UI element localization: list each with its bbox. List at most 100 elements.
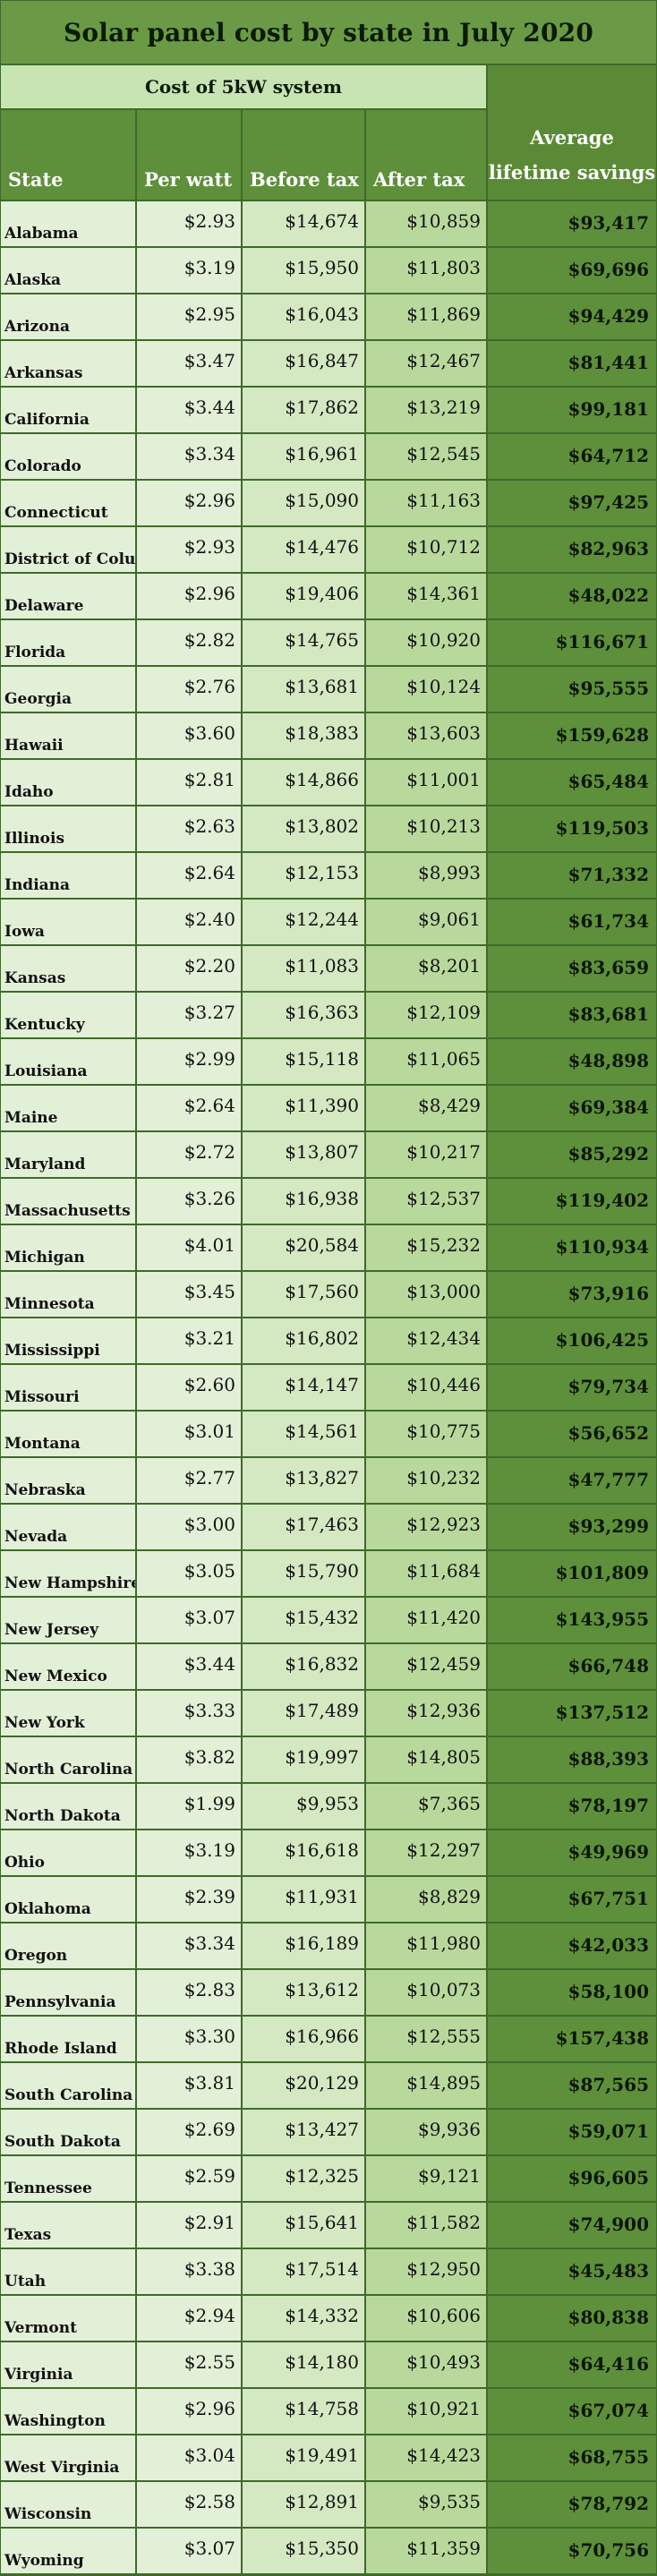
before-tax-cell: $20,584: [243, 1225, 366, 1272]
per-watt-cell: $2.72: [137, 1132, 243, 1179]
per-watt-cell: $2.59: [137, 2156, 243, 2203]
savings-cell: $78,792: [488, 2482, 656, 2529]
savings-cell: $101,809: [488, 1551, 656, 1598]
savings-cell: $99,181: [488, 388, 656, 434]
before-tax-cell: $17,514: [243, 2249, 366, 2296]
state-cell: Michigan: [1, 1225, 137, 1272]
before-tax-cell: $19,491: [243, 2435, 366, 2482]
per-watt-cell: $2.99: [137, 1039, 243, 1086]
after-tax-cell: $10,493: [366, 2342, 488, 2389]
cost-group-header: Cost of 5kW system: [1, 65, 488, 110]
state-cell: Rhode Island: [1, 2017, 137, 2063]
column-header-after-tax: After tax: [366, 110, 488, 201]
before-tax-cell: $11,390: [243, 1086, 366, 1132]
before-tax-cell: $13,802: [243, 806, 366, 853]
per-watt-cell: $3.26: [137, 1179, 243, 1225]
state-cell: Kansas: [1, 946, 137, 993]
state-cell: Montana: [1, 1412, 137, 1458]
column-header-savings: Average lifetime savings: [488, 65, 656, 201]
savings-cell: $58,100: [488, 1970, 656, 2017]
after-tax-cell: $14,895: [366, 2063, 488, 2110]
table-row: New Hampshire $3.05 $15,790 $11,684 $101,809: [1, 1551, 656, 1598]
after-tax-cell: $12,950: [366, 2249, 488, 2296]
table-row: North Carolina $3.82 $19,997 $14,805 $88,393: [1, 1737, 656, 1784]
table-row: New York $3.33 $17,489 $12,936 $137,512: [1, 1691, 656, 1737]
table-row: Maine $2.64 $11,390 $8,429 $69,384: [1, 1086, 656, 1132]
per-watt-cell: $2.94: [137, 2296, 243, 2342]
table-row: Texas $2.91 $15,641 $11,582 $74,900: [1, 2203, 656, 2249]
after-tax-cell: $12,297: [366, 1830, 488, 1877]
per-watt-cell: $2.93: [137, 201, 243, 248]
before-tax-cell: $16,966: [243, 2017, 366, 2063]
state-cell: Illinois: [1, 806, 137, 853]
savings-cell: $87,565: [488, 2063, 656, 2110]
table-row: Louisiana $2.99 $15,118 $11,065 $48,898: [1, 1039, 656, 1086]
table-row: West Virginia $3.04 $19,491 $14,423 $68,755: [1, 2435, 656, 2482]
after-tax-cell: $9,121: [366, 2156, 488, 2203]
per-watt-cell: $3.01: [137, 1412, 243, 1458]
savings-cell: $95,555: [488, 667, 656, 713]
table-row: Kansas $2.20 $11,083 $8,201 $83,659: [1, 946, 656, 993]
state-cell: Georgia: [1, 667, 137, 713]
table-row: Connecticut $2.96 $15,090 $11,163 $97,425: [1, 481, 656, 527]
before-tax-cell: $12,153: [243, 853, 366, 900]
per-watt-cell: $2.82: [137, 620, 243, 667]
table-row: Missouri $2.60 $14,147 $10,446 $79,734: [1, 1365, 656, 1412]
state-cell: Delaware: [1, 574, 137, 620]
per-watt-cell: $2.76: [137, 667, 243, 713]
per-watt-cell: $3.47: [137, 341, 243, 388]
table-row: Oklahoma $2.39 $11,931 $8,829 $67,751: [1, 1877, 656, 1923]
table-row: South Dakota $2.69 $13,427 $9,936 $59,071: [1, 2110, 656, 2156]
per-watt-cell: $3.34: [137, 1923, 243, 1970]
state-cell: Louisiana: [1, 1039, 137, 1086]
state-cell: Maine: [1, 1086, 137, 1132]
after-tax-cell: $12,537: [366, 1179, 488, 1225]
per-watt-cell: $2.58: [137, 2482, 243, 2529]
state-cell: Nebraska: [1, 1458, 137, 1505]
after-tax-cell: $10,775: [366, 1412, 488, 1458]
state-cell: Washington: [1, 2389, 137, 2435]
savings-cell: $110,934: [488, 1225, 656, 1272]
before-tax-cell: $14,332: [243, 2296, 366, 2342]
savings-cell: $56,652: [488, 1412, 656, 1458]
after-tax-cell: $12,545: [366, 434, 488, 481]
before-tax-cell: $15,432: [243, 1598, 366, 1644]
after-tax-cell: $13,219: [366, 388, 488, 434]
state-cell: Ohio: [1, 1830, 137, 1877]
table-row: Colorado $3.34 $16,961 $12,545 $64,712: [1, 434, 656, 481]
per-watt-cell: $3.82: [137, 1737, 243, 1784]
table-row: Ohio $3.19 $16,618 $12,297 $49,969: [1, 1830, 656, 1877]
table-row: South Carolina $3.81 $20,129 $14,895 $87,565: [1, 2063, 656, 2110]
state-cell: Oklahoma: [1, 1877, 137, 1923]
before-tax-cell: $20,129: [243, 2063, 366, 2110]
table-row: Indiana $2.64 $12,153 $8,993 $71,332: [1, 853, 656, 900]
after-tax-cell: $7,365: [366, 1784, 488, 1830]
per-watt-cell: $2.40: [137, 900, 243, 946]
savings-cell: $48,022: [488, 574, 656, 620]
state-cell: Arizona: [1, 294, 137, 341]
after-tax-cell: $8,429: [366, 1086, 488, 1132]
before-tax-cell: $17,463: [243, 1505, 366, 1551]
per-watt-cell: $3.00: [137, 1505, 243, 1551]
table-row: Arizona $2.95 $16,043 $11,869 $94,429: [1, 294, 656, 341]
after-tax-cell: $10,232: [366, 1458, 488, 1505]
savings-cell: $68,755: [488, 2435, 656, 2482]
savings-cell: $93,417: [488, 201, 656, 248]
savings-cell: $69,696: [488, 248, 656, 294]
before-tax-cell: $14,866: [243, 760, 366, 806]
after-tax-cell: $12,467: [366, 341, 488, 388]
per-watt-cell: $3.07: [137, 2529, 243, 2575]
state-cell: Massachusetts: [1, 1179, 137, 1225]
state-cell: New York: [1, 1691, 137, 1737]
savings-cell: $73,916: [488, 1272, 656, 1318]
after-tax-cell: $12,555: [366, 2017, 488, 2063]
state-cell: Wisconsin: [1, 2482, 137, 2529]
table-header: Cost of 5kW system State Per watt Before…: [1, 65, 656, 201]
before-tax-cell: $15,118: [243, 1039, 366, 1086]
savings-cell: $80,838: [488, 2296, 656, 2342]
before-tax-cell: $15,090: [243, 481, 366, 527]
before-tax-cell: $13,827: [243, 1458, 366, 1505]
after-tax-cell: $11,684: [366, 1551, 488, 1598]
table-row: Utah $3.38 $17,514 $12,950 $45,483: [1, 2249, 656, 2296]
table-row: Idaho $2.81 $14,866 $11,001 $65,484: [1, 760, 656, 806]
